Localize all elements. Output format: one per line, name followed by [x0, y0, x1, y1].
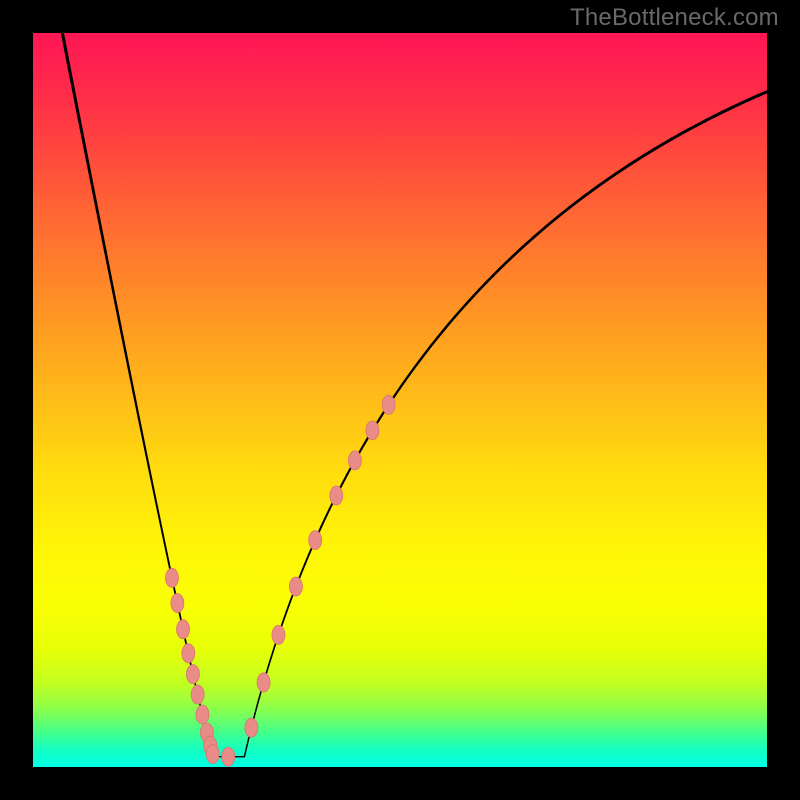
- chart-stage: TheBottleneck.com: [0, 0, 800, 800]
- plot-gradient-background: [33, 33, 767, 767]
- watermark-text: TheBottleneck.com: [570, 4, 779, 32]
